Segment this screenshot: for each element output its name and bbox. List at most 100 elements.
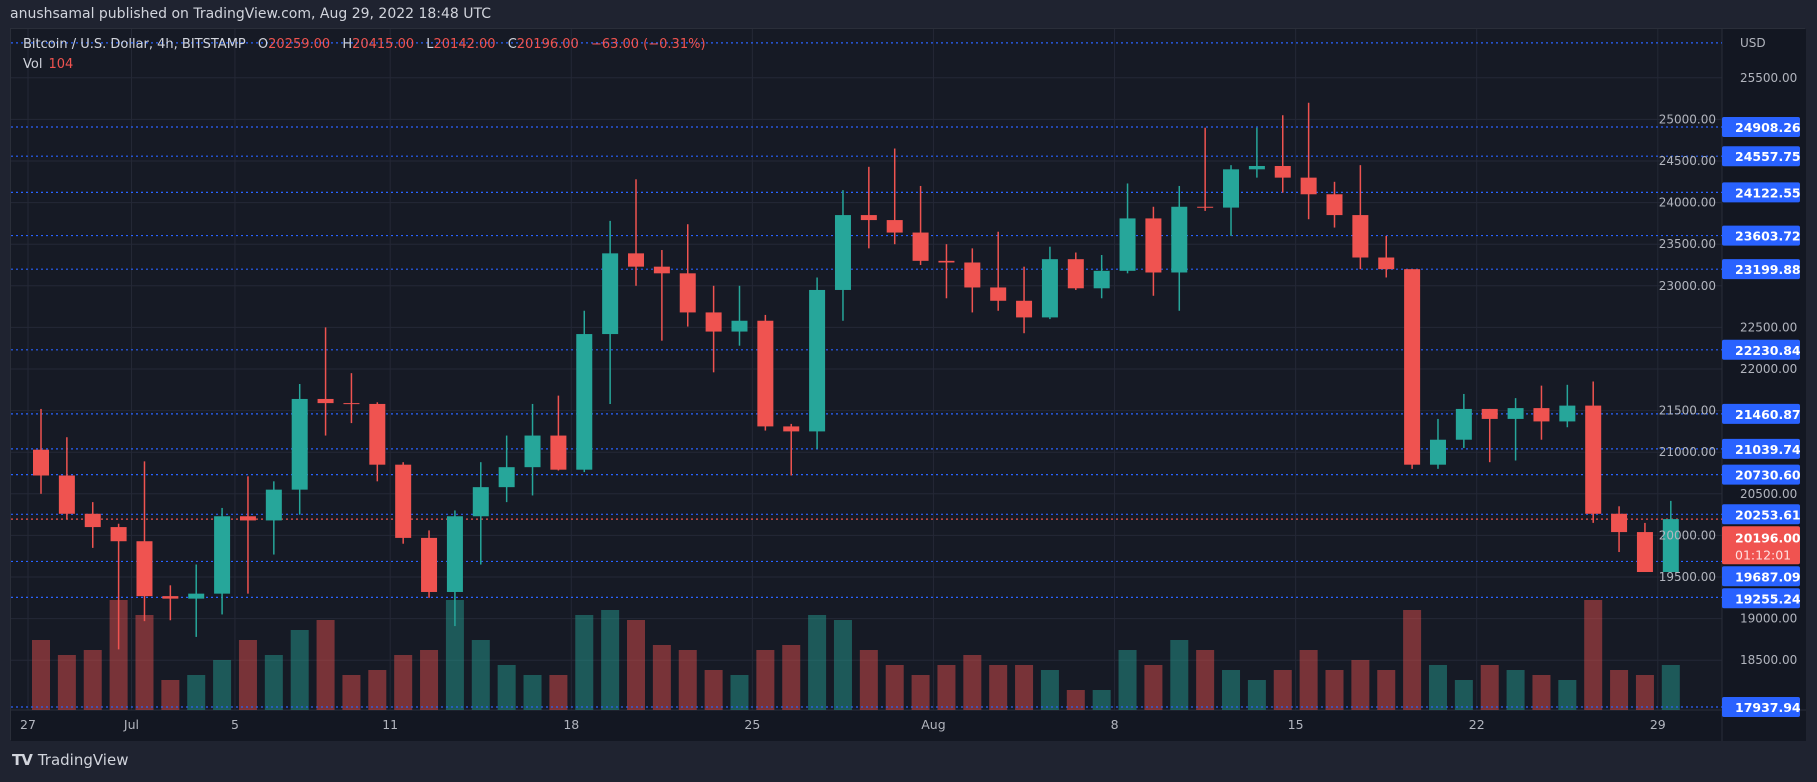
candle-body [1326,194,1343,216]
price-tick-label: 25500.00 [1740,71,1797,85]
candle-body [1197,206,1214,208]
volume-bar [420,650,439,710]
candle-body [1507,408,1524,419]
symbol-legend: Bitcoin / U.S. Dollar, 4h, BITSTAMP O202… [23,37,706,52]
volume-bar [1403,610,1422,710]
volume-bar [1247,680,1266,710]
level-price-label: 17937.94 [1735,700,1801,715]
price-tick-label: 18500.00 [1740,653,1797,667]
candle-body [550,435,567,470]
candle-body [291,398,308,490]
volume-bar [161,680,180,710]
candle-body [214,516,231,594]
level-price-badge [1722,117,1800,138]
level-price-label: 21460.87 [1735,407,1801,422]
candle-body [679,273,696,313]
candle-body [1274,165,1291,178]
volume-bar [549,675,568,710]
volume-bar [859,650,878,710]
bar-countdown: 01:12:01 [1735,547,1791,562]
price-tick-label: 22500.00 [1740,320,1797,334]
volume-bar [911,675,930,710]
candle-body [602,253,619,335]
candle-body [317,398,334,404]
level-price-label: 20253.61 [1735,507,1801,522]
price-tick-label: 25000.00 [1659,112,1716,126]
level-price-badge [1722,182,1800,203]
volume-bar [109,600,128,710]
volume-bar [1066,690,1085,710]
candle-body [653,266,670,274]
volume-bar [187,675,206,710]
price-tick-label: 20500.00 [1740,487,1797,501]
low-label: L [426,37,434,52]
candle-body [110,527,127,542]
candle-body [731,320,748,332]
open-value: 20259.00 [268,37,331,52]
candle-body [705,312,722,332]
level-price-label: 24908.26 [1735,120,1801,135]
time-tick-label: 18 [563,717,579,732]
level-price-label: 22230.84 [1735,343,1801,358]
publisher-caption: anushsamal published on TradingView.com,… [10,6,492,22]
volume-bar [238,640,257,710]
open-label: O [257,37,269,52]
volume-bar [368,670,387,710]
footer-brand[interactable]: TV TradingView [12,751,128,769]
price-tick-label: 21000.00 [1659,445,1716,459]
time-tick-label: 15 [1288,717,1304,732]
volume-bar [989,665,1008,710]
candle-body [757,320,774,427]
candle-body [84,513,101,528]
volume-bar [471,640,490,710]
candle-body [421,537,438,592]
level-price-label: 21039.74 [1735,442,1801,457]
volume-bar [1480,665,1499,710]
chart-panel[interactable]: USD 25500.00 25000.00 24500.00 24000.00 23500… [10,28,1806,741]
volume-bar [523,675,542,710]
candlestick-chart[interactable]: USD 25500.00 25000.00 24500.00 24000.00 23500… [11,29,1806,741]
volume-bar [1428,665,1447,710]
candle-body [343,403,360,405]
price-tick-label: 19000.00 [1740,612,1797,626]
volume-bar [1299,650,1318,710]
candle-body [834,215,851,290]
candle-body [938,260,955,263]
candle-body [990,287,1007,301]
high-label: H [342,37,353,52]
time-axis-background [11,710,1806,741]
level-price-label: 23199.88 [1735,262,1801,277]
level-price-badge [1722,464,1800,485]
candle-body [1636,532,1653,573]
candle-body [1559,405,1576,422]
volume-bar [394,655,413,710]
level-price-badge [1722,696,1800,717]
level-price-badge [1722,588,1800,609]
volume-value: 104 [48,57,74,72]
volume-bar [1635,675,1654,710]
volume-bar [497,665,516,710]
volume-bar [1273,670,1292,710]
candle-body [265,489,282,521]
volume-bar [652,645,671,710]
volume-bar [83,650,102,710]
time-tick-label: 25 [744,717,760,732]
volume-bar [264,655,283,710]
volume-bar [1222,670,1241,710]
volume-bar [808,615,827,710]
candle-body [1585,405,1602,514]
price-tick-label: 24000.00 [1659,196,1716,210]
candle-body [33,449,49,476]
volume-bar [1092,690,1111,710]
volume-bar [782,645,801,710]
close-value: 20196.00 [516,37,579,52]
time-tick-label: Jul [123,717,139,732]
price-tick-label: 19500.00 [1659,570,1716,584]
candle-body [1016,300,1033,318]
currency-label: USD [1740,36,1766,50]
volume-bar [445,600,464,710]
candle-body [58,475,75,514]
candle-body [1041,259,1058,318]
candle-body [395,464,412,538]
price-tick-label: 23000.00 [1659,279,1716,293]
